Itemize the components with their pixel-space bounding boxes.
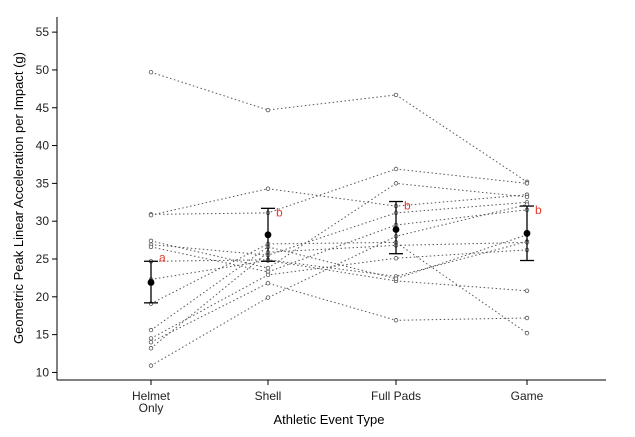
subject-point (524, 330, 530, 336)
y-axis-title: Geometric Peak Linear Acceleration per I… (11, 52, 26, 344)
significance-label: b (276, 205, 283, 219)
subject-point (148, 70, 154, 75)
subject-point (148, 346, 154, 351)
subject-line (150, 234, 528, 331)
subject-line (150, 209, 528, 273)
x-tick-label: Game (511, 389, 544, 403)
subject-point (524, 288, 530, 293)
subject-point (265, 272, 271, 278)
subject-point (393, 181, 399, 186)
subject-point (148, 212, 154, 218)
subject-point (148, 327, 154, 333)
subject-point (265, 107, 271, 113)
y-tick-label: 40 (36, 139, 50, 153)
subject-point (265, 281, 271, 286)
subject-line (150, 188, 528, 216)
subject-point (393, 166, 399, 172)
subject-point (265, 295, 271, 300)
x-axis-title: Athletic Event Type (273, 412, 384, 427)
subject-lines-layer (150, 71, 528, 367)
y-tick-label: 55 (36, 25, 50, 39)
y-tick-label: 30 (36, 214, 50, 228)
subject-line (150, 168, 528, 215)
subject-line (150, 204, 528, 367)
subject-point (393, 92, 399, 98)
mean-points-layer (147, 226, 531, 286)
subject-line (150, 201, 528, 256)
subject-points-layer (148, 70, 530, 368)
mean-point (147, 279, 155, 286)
subject-line (150, 241, 528, 334)
significance-layer: a b b b (159, 199, 542, 265)
subject-point (393, 276, 399, 281)
x-tick-label: Only (139, 401, 164, 415)
x-tick-label: Full Pads (371, 389, 421, 403)
y-tick-label: 45 (36, 101, 50, 115)
mean-point (392, 226, 400, 233)
subject-line (150, 241, 528, 277)
subject-point (148, 238, 154, 244)
y-tick-label: 20 (36, 290, 50, 304)
mean-point (264, 231, 272, 239)
subject-point (524, 315, 530, 321)
subject-point (265, 265, 271, 271)
y-tick-label: 25 (36, 252, 50, 266)
subject-point (524, 181, 530, 186)
subject-point (148, 363, 154, 368)
subject-line (150, 249, 528, 339)
y-tick-label: 10 (36, 365, 50, 379)
subject-line (150, 71, 528, 183)
y-tick-label: 50 (36, 63, 50, 77)
subject-point (148, 339, 154, 345)
y-tick-label: 15 (36, 328, 50, 342)
x-tick-label: Shell (255, 389, 282, 403)
subject-point (148, 244, 154, 250)
mean-point (523, 229, 531, 237)
subject-point (524, 194, 530, 200)
error-bars-layer (144, 200, 534, 304)
significance-label: a (159, 250, 166, 264)
subject-point (148, 336, 154, 341)
y-tick-label: 35 (36, 176, 50, 190)
subject-point (265, 186, 271, 191)
x-tick-label: Helmet (132, 389, 171, 403)
significance-label: b (535, 203, 542, 217)
subject-line (150, 241, 528, 349)
subject-point (393, 318, 399, 323)
y-axis: 10 15 20 25 30 35 40 45 50 55 (36, 17, 58, 380)
significance-label: b (404, 199, 411, 213)
subject-point (393, 256, 399, 261)
subject-line (150, 182, 528, 269)
